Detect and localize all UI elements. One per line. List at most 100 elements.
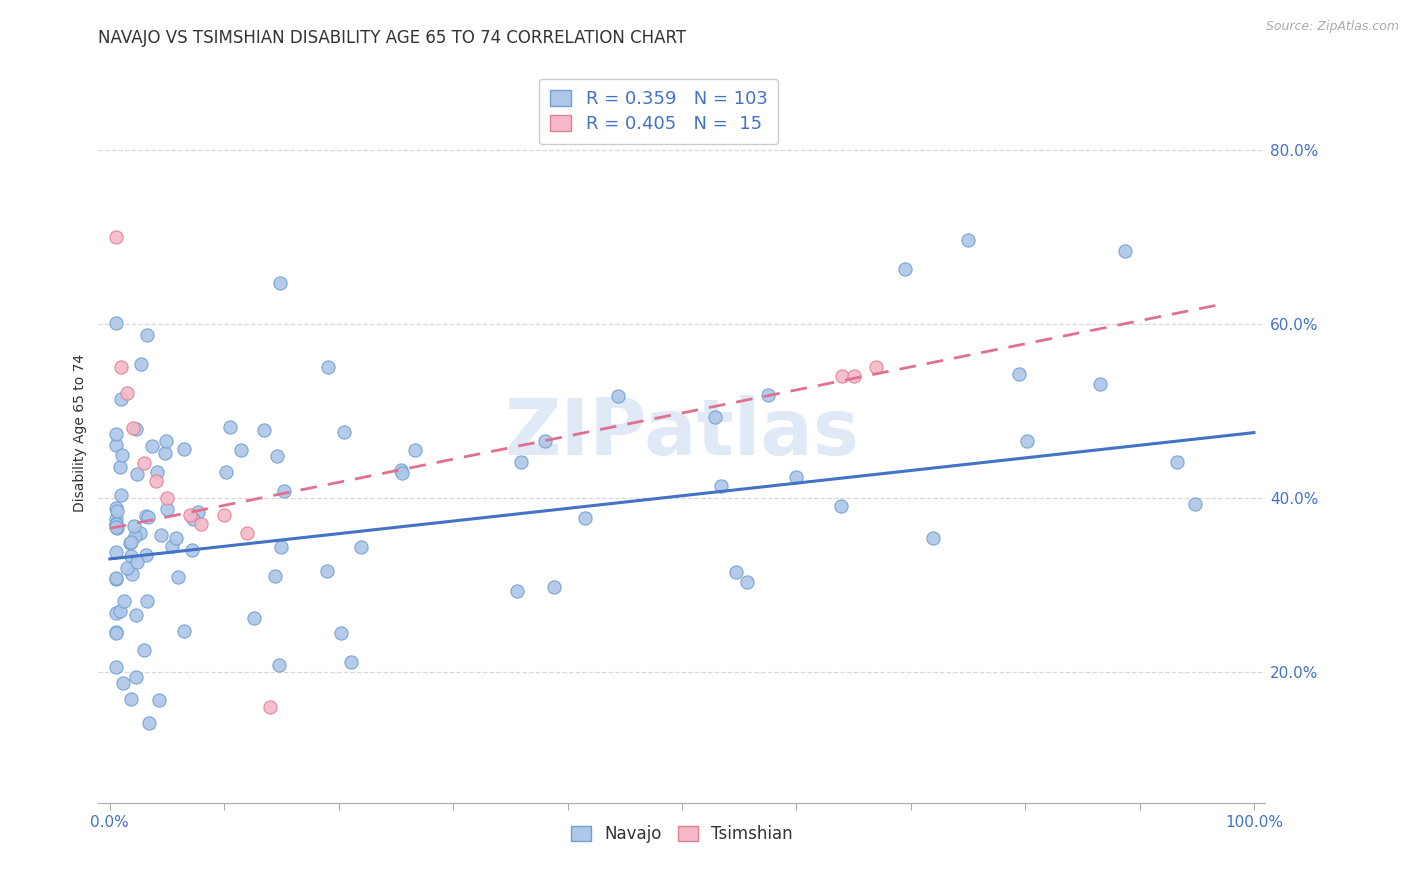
Point — [104, 516, 127, 531]
Text: Source: ZipAtlas.com: Source: ZipAtlas.com — [1265, 20, 1399, 33]
Point — [110, 392, 132, 406]
Point — [104, 500, 127, 515]
Point — [160, 539, 183, 553]
Point — [725, 565, 748, 579]
Y-axis label: Disability Age 65 to 74: Disability Age 65 to 74 — [73, 353, 87, 512]
Point — [229, 443, 252, 458]
Point — [104, 519, 127, 533]
Point — [1017, 434, 1039, 448]
Point — [134, 456, 156, 470]
Point — [332, 425, 354, 439]
Point — [606, 389, 628, 403]
Point — [270, 541, 292, 555]
Point — [128, 525, 150, 540]
Point — [785, 469, 807, 483]
Point — [125, 607, 148, 622]
Point — [115, 386, 138, 401]
Point — [865, 360, 887, 375]
Point — [104, 516, 127, 531]
Point — [141, 439, 163, 453]
Point — [318, 359, 340, 374]
Point — [269, 658, 291, 673]
Point — [112, 594, 135, 608]
Point — [155, 446, 177, 460]
Point — [340, 655, 363, 669]
Point — [179, 508, 201, 523]
Point — [125, 670, 148, 684]
Point — [108, 604, 131, 618]
Point — [704, 410, 727, 425]
Point — [922, 531, 945, 545]
Point — [135, 328, 157, 343]
Point — [181, 512, 204, 526]
Point — [214, 508, 236, 523]
Point — [136, 594, 159, 608]
Text: NAVAJO VS TSIMSHIAN DISABILITY AGE 65 TO 74 CORRELATION CHART: NAVAJO VS TSIMSHIAN DISABILITY AGE 65 TO… — [98, 29, 686, 47]
Point — [125, 467, 148, 481]
Point — [534, 434, 557, 448]
Point — [187, 504, 209, 518]
Point — [132, 642, 155, 657]
Point — [135, 509, 157, 524]
Point — [156, 502, 179, 516]
Point — [104, 624, 127, 639]
Point — [1008, 367, 1031, 381]
Point — [264, 569, 287, 583]
Point — [104, 544, 127, 558]
Point — [330, 626, 353, 640]
Point — [756, 388, 779, 402]
Point — [242, 610, 264, 624]
Point — [894, 262, 917, 277]
Point — [121, 421, 143, 435]
Point — [173, 624, 195, 638]
Point — [104, 660, 127, 674]
Point — [120, 549, 142, 563]
Point — [148, 692, 170, 706]
Point — [389, 463, 412, 477]
Point — [105, 521, 128, 535]
Point — [104, 316, 127, 330]
Point — [122, 519, 145, 533]
Point — [1166, 455, 1188, 469]
Point — [218, 419, 240, 434]
Point — [124, 529, 146, 543]
Point — [129, 357, 152, 371]
Legend: Navajo, Tsimshian: Navajo, Tsimshian — [564, 819, 800, 850]
Point — [104, 427, 127, 442]
Point — [104, 571, 127, 585]
Point — [108, 459, 131, 474]
Point — [104, 512, 127, 526]
Point — [138, 510, 160, 524]
Point — [259, 700, 281, 714]
Point — [166, 570, 188, 584]
Point — [1090, 376, 1112, 391]
Point — [104, 626, 127, 640]
Point — [315, 564, 337, 578]
Point — [155, 434, 177, 449]
Point — [273, 484, 295, 499]
Point — [190, 517, 212, 532]
Text: ZIPatlas: ZIPatlas — [505, 394, 859, 471]
Point — [842, 369, 865, 384]
Point — [125, 555, 148, 569]
Point — [709, 478, 731, 492]
Point — [215, 465, 238, 479]
Point — [165, 531, 187, 545]
Point — [735, 575, 758, 590]
Point — [135, 548, 157, 562]
Point — [104, 229, 127, 244]
Point — [404, 442, 426, 457]
Point — [1114, 244, 1136, 258]
Point — [125, 422, 148, 436]
Point — [156, 491, 179, 505]
Point — [543, 580, 565, 594]
Point — [506, 583, 529, 598]
Point — [110, 488, 132, 502]
Point — [349, 540, 371, 554]
Point — [269, 276, 291, 290]
Point — [120, 692, 142, 706]
Point — [146, 465, 169, 479]
Point — [236, 525, 259, 540]
Point — [574, 511, 596, 525]
Point — [120, 534, 142, 549]
